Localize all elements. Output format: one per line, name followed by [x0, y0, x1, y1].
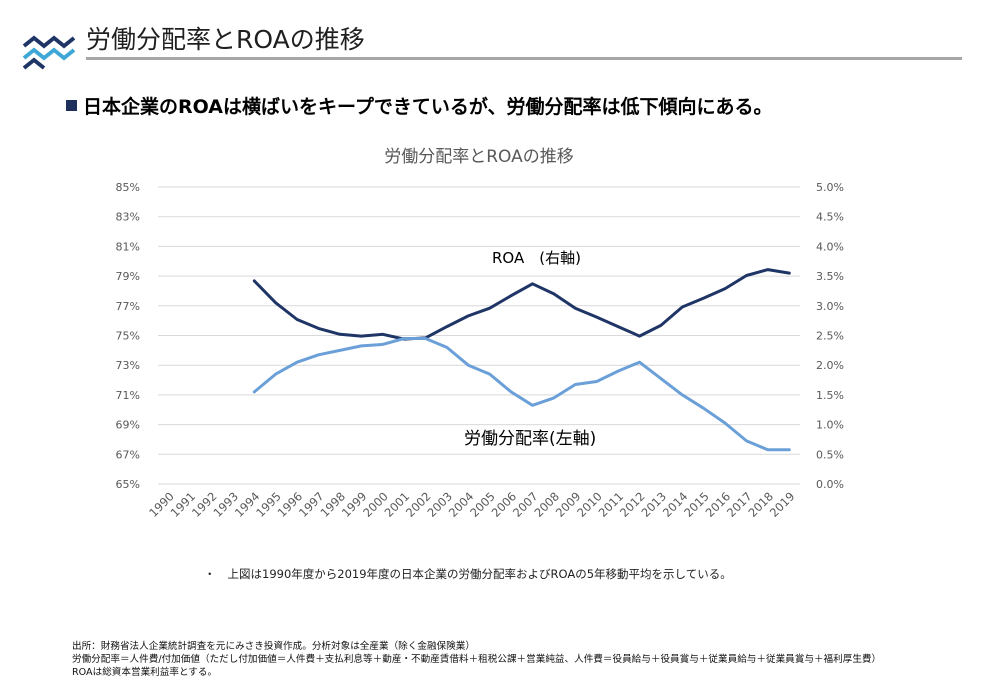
labor-share-series-label: 労働分配率(左軸) [464, 429, 596, 449]
y-right-tick-label: 5.0% [816, 181, 844, 194]
y-left-tick-label: 67% [116, 448, 140, 461]
line-chart: 労働分配率とROAの推移 65% 67% 69% 71% 73% 75% 77% 79% 81% 8… [116, 147, 844, 520]
y-left-tick-label: 69% [116, 419, 140, 432]
y-right-tick-label: 0.0% [816, 478, 844, 491]
y-right-tick-label: 2.5% [816, 330, 844, 343]
y-right-tick-label: 1.5% [816, 389, 844, 402]
y-left-tick-label: 65% [116, 478, 140, 491]
y-right-tick-label: 3.0% [816, 300, 844, 313]
source-notes: 出所：財務省法人企業統計調査を元にみさき投資作成。分析対象は全産業（除く金融保険… [72, 640, 881, 679]
footnote: ・上図は1990年度から2019年度の日本企業の労働分配率およびROAの5年移動… [204, 566, 732, 582]
y-left-tick-label: 73% [116, 359, 140, 372]
bullet-dot: ・ [204, 567, 216, 581]
y-left-tick-label: 79% [116, 270, 140, 283]
labor-share-series-line [252, 337, 791, 452]
title-divider [86, 57, 962, 60]
y-left-tick-label: 85% [116, 181, 140, 194]
x-tick-label: 2019 [767, 489, 798, 520]
y-right-tick-label: 4.5% [816, 211, 844, 224]
y-right-tick-label: 0.5% [816, 448, 844, 461]
y-right-tick-label: 3.5% [816, 270, 844, 283]
y-left-tick-label: 75% [116, 330, 140, 343]
roa-series-line [252, 268, 791, 341]
y-right-tick-label: 4.0% [816, 240, 844, 253]
y-right-tick-label: 1.0% [816, 419, 844, 432]
source-line: 出所：財務省法人企業統計調査を元にみさき投資作成。分析対象は全産業（除く金融保険… [72, 641, 475, 652]
chart-title: 労働分配率とROAの推移 [384, 147, 574, 167]
source-line: ROAは総資本営業利益率とする。 [72, 667, 218, 678]
square-bullet-icon [66, 100, 77, 111]
footnote-text: 上図は1990年度から2019年度の日本企業の労働分配率およびROAの5年移動平… [227, 567, 732, 581]
roa-series-label: ROA (右軸) [492, 249, 581, 267]
source-line: 労働分配率＝人件費/付加価値（ただし付加価値＝人件費＋支払利息等＋動産・不動産賃… [72, 654, 882, 665]
y-right-tick-label: 2.0% [816, 359, 844, 372]
y-left-tick-label: 71% [116, 389, 140, 402]
y-left-tick-label: 81% [116, 240, 140, 253]
y-left-tick-label: 77% [116, 300, 140, 313]
company-logo-icon [22, 35, 76, 70]
headline-text: 日本企業のROAは横ばいをキープできているが、労働分配率は低下傾向にある。 [83, 96, 773, 118]
headline: 日本企業のROAは横ばいをキープできているが、労働分配率は低下傾向にある。 [66, 92, 772, 119]
page-title: 労働分配率とROAの推移 [86, 25, 365, 54]
y-left-tick-label: 83% [116, 211, 140, 224]
